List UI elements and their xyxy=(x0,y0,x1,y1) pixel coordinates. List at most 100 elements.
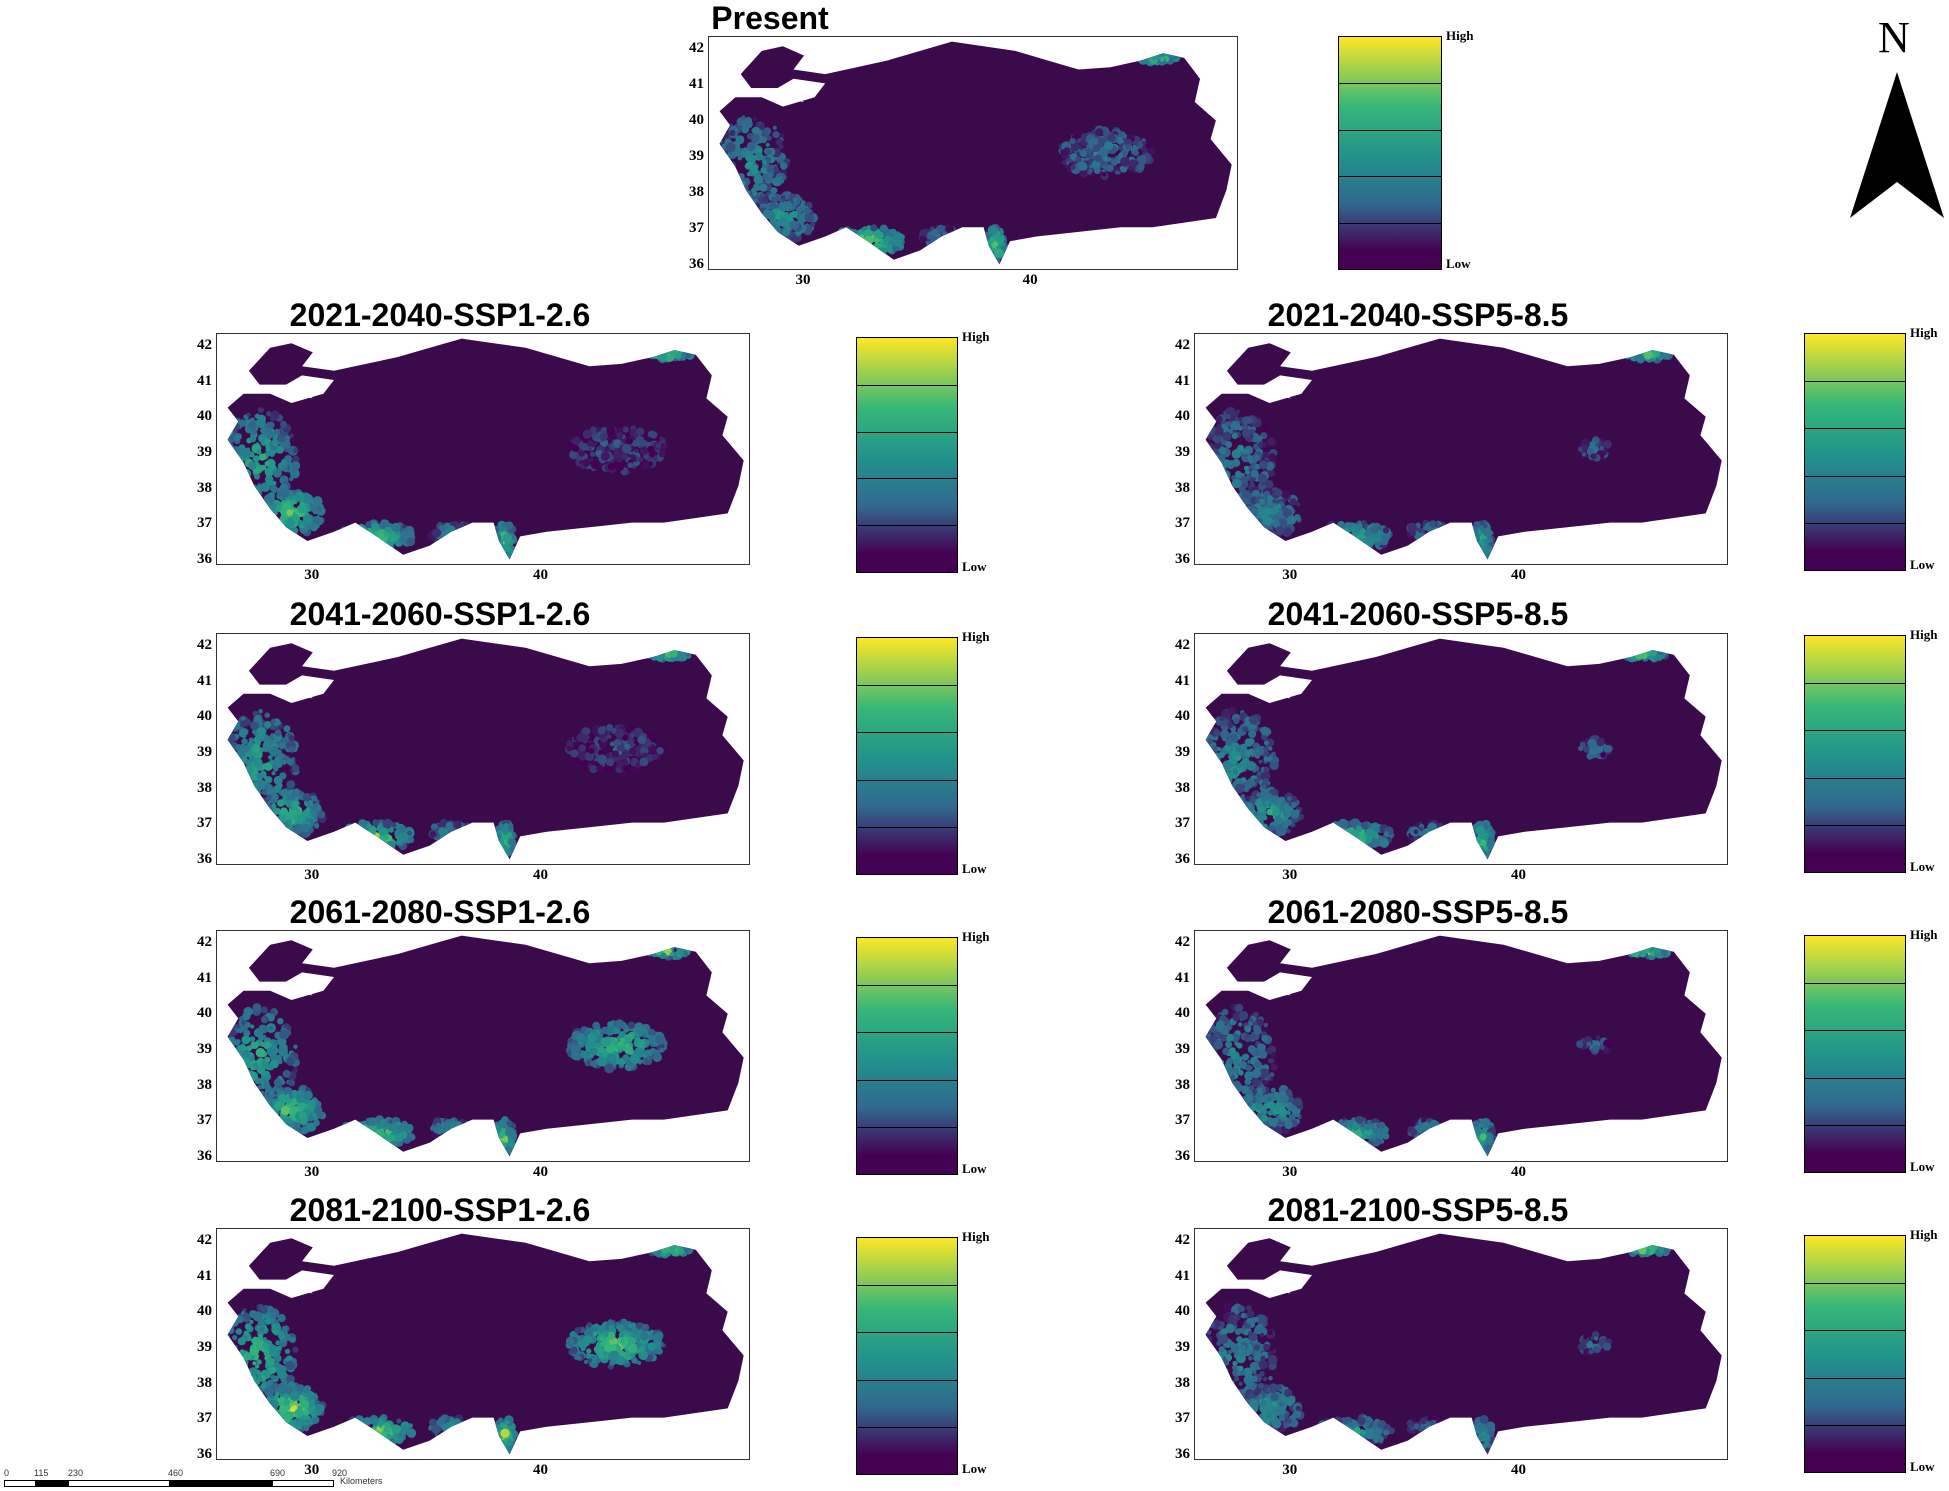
suitability-map xyxy=(227,935,744,1157)
legend-band-line xyxy=(1805,475,1905,477)
lat-tick-label: 41 xyxy=(1175,672,1190,689)
lat-tick-label: 41 xyxy=(1175,372,1190,389)
legend-low-label: Low xyxy=(1910,859,1935,874)
legend-band-line xyxy=(1805,1283,1905,1285)
legend-color-bar xyxy=(856,637,958,875)
scale-tick-label: 460 xyxy=(168,1468,184,1478)
legend-band-line xyxy=(1805,1377,1905,1379)
lat-tick-label: 42 xyxy=(1175,337,1190,353)
scale-tick-label: 920 xyxy=(332,1468,348,1478)
lat-tick-label: 38 xyxy=(689,184,704,200)
lon-tick-label: 40 xyxy=(1511,1462,1527,1478)
panel-title: 2061-2080-SSP5-8.5 xyxy=(1267,894,1569,930)
panel-title: 2061-2080-SSP1-2.6 xyxy=(289,894,591,930)
lat-tick-label: 42 xyxy=(1175,934,1190,950)
panel-title: 2081-2100-SSP1-2.6 xyxy=(289,1192,591,1228)
legend-color-bar xyxy=(1804,1235,1906,1473)
lat-tick-label: 42 xyxy=(1175,1232,1190,1248)
lat-tick-label: 40 xyxy=(1175,1005,1190,1022)
lat-tick-label: 39 xyxy=(197,1339,212,1355)
scale-unit: Kilometers xyxy=(340,1476,383,1486)
lat-tick-label: 38 xyxy=(1175,779,1190,796)
lat-tick-label: 40 xyxy=(197,408,212,425)
legend-band-line xyxy=(857,826,957,828)
legend-color-bar xyxy=(1804,935,1906,1173)
lon-tick-label: 30 xyxy=(1282,1164,1298,1180)
lat-tick-label: 37 xyxy=(1175,1410,1190,1427)
lat-tick-label: 40 xyxy=(197,1005,212,1022)
scale-segment xyxy=(4,1480,36,1487)
legend-band-line xyxy=(1805,1030,1905,1032)
map-frame xyxy=(216,333,750,565)
suitability-map xyxy=(719,41,1232,265)
lat-tick-label: 38 xyxy=(197,779,212,796)
lat-tick-label: 40 xyxy=(689,112,704,128)
sea-of-marmara xyxy=(270,1270,334,1298)
legend-high-label: High xyxy=(962,1229,990,1244)
legend-low-label: Low xyxy=(1910,557,1935,572)
map-frame xyxy=(216,633,750,865)
legend-low-label: Low xyxy=(962,559,987,574)
sea-of-marmara xyxy=(1248,375,1312,403)
sea-of-marmara xyxy=(1248,972,1312,1000)
lon-tick-label: 40 xyxy=(533,1164,549,1180)
legend-band-line xyxy=(1805,824,1905,826)
north-arrow-icon xyxy=(1850,72,1944,218)
legend-color-bar xyxy=(1804,635,1906,873)
suitability-map xyxy=(1205,338,1722,560)
legend-band-line xyxy=(857,1379,957,1381)
lat-tick-label: 36 xyxy=(1175,1148,1190,1164)
lat-tick-label: 42 xyxy=(197,934,212,950)
lon-tick-label: 40 xyxy=(533,567,549,583)
legend-band-line xyxy=(857,732,957,734)
lat-tick-label: 42 xyxy=(197,637,212,653)
map-frame xyxy=(1194,333,1728,565)
legend-low-label: Low xyxy=(1910,1459,1935,1474)
legend-band-line xyxy=(1339,83,1441,85)
legend-low-label: Low xyxy=(962,1161,987,1176)
lat-tick-label: 36 xyxy=(197,1148,212,1164)
lat-tick-label: 38 xyxy=(1175,1374,1190,1391)
legend-low-label: Low xyxy=(1446,256,1471,271)
lat-tick-label: 42 xyxy=(689,40,704,56)
panel-title: 2041-2060-SSP1-2.6 xyxy=(289,596,591,632)
legend-color-bar xyxy=(1804,333,1906,571)
lon-tick-label: 30 xyxy=(1282,867,1298,883)
sea-of-marmara xyxy=(270,375,334,403)
panel-title: 2021-2040-SSP1-2.6 xyxy=(289,297,591,333)
suitability-map xyxy=(1205,935,1722,1157)
panel-title: Present xyxy=(711,0,829,36)
legend-band-line xyxy=(857,1032,957,1034)
legend-band-line xyxy=(857,384,957,386)
legend-band-line xyxy=(857,478,957,480)
lat-tick-label: 40 xyxy=(1175,708,1190,725)
legend-band-line xyxy=(1805,381,1905,383)
lat-tick-label: 37 xyxy=(197,1112,212,1129)
scale-tick-label: 115 xyxy=(34,1468,49,1478)
sea-of-marmara xyxy=(1248,675,1312,703)
lat-tick-label: 38 xyxy=(1175,1076,1190,1093)
land-area xyxy=(227,338,744,560)
lon-tick-label: 30 xyxy=(1282,567,1298,583)
lat-tick-label: 41 xyxy=(197,372,212,389)
legend-high-label: High xyxy=(962,929,990,944)
lat-tick-label: 41 xyxy=(197,672,212,689)
land-area xyxy=(1205,1233,1722,1455)
lon-tick-label: 40 xyxy=(1022,272,1038,288)
sea-of-marmara xyxy=(1248,1270,1312,1298)
land-area xyxy=(1205,338,1722,560)
legend-low-label: Low xyxy=(962,861,987,876)
legend-high-label: High xyxy=(1446,28,1474,43)
panel-title: 2021-2040-SSP5-8.5 xyxy=(1267,297,1569,333)
map-frame xyxy=(708,36,1238,270)
lat-tick-label: 39 xyxy=(197,444,212,460)
scale-bar: 0 115 230 460 690 920 Kilometers xyxy=(0,1468,420,1491)
lat-tick-label: 41 xyxy=(1175,1267,1190,1284)
land-area xyxy=(227,1233,744,1455)
map-frame xyxy=(216,930,750,1162)
lat-tick-label: 39 xyxy=(689,148,704,164)
lon-tick-label: 30 xyxy=(304,1462,320,1478)
legend-color-bar xyxy=(856,337,958,573)
lat-tick-label: 41 xyxy=(197,1267,212,1284)
lat-tick-label: 38 xyxy=(197,1374,212,1391)
